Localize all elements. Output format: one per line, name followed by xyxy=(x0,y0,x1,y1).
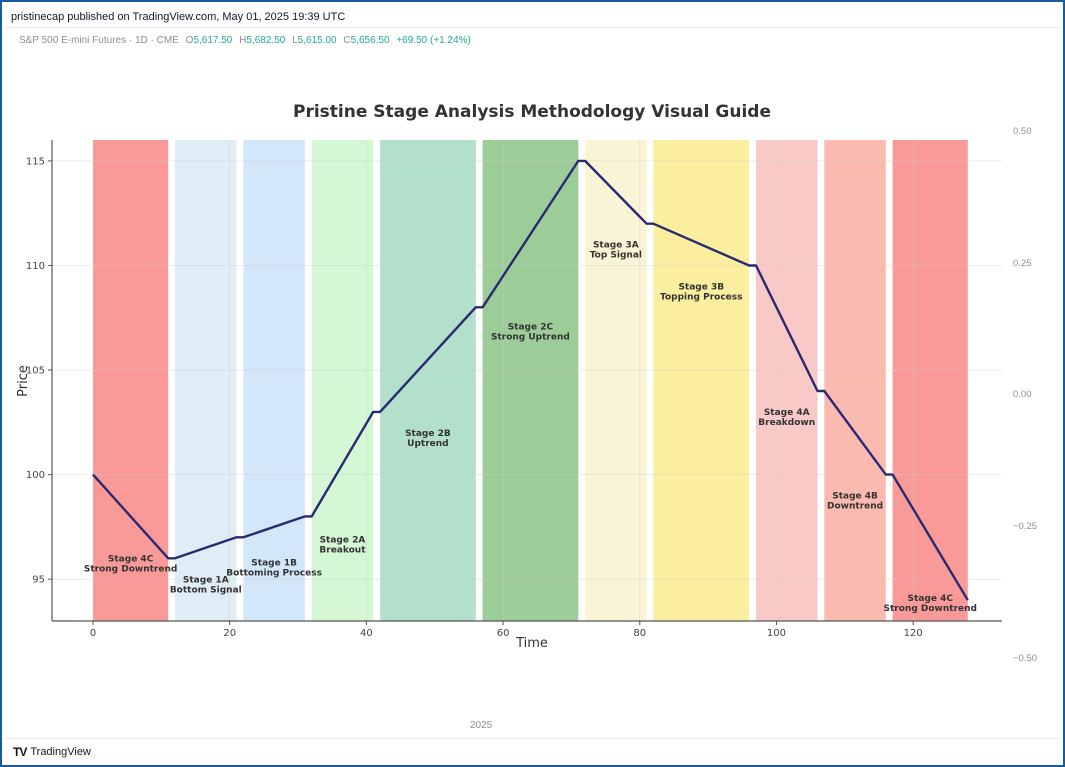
stage-band-5 xyxy=(482,140,579,621)
right-axis-label-2: 0.00 xyxy=(1013,389,1032,400)
right-axis-label-4: −0.50 xyxy=(1013,653,1038,664)
stage-label-2: Stage 1B Bottoming Process xyxy=(226,559,322,579)
stage-band-9 xyxy=(824,140,886,621)
stage-band-10 xyxy=(892,140,968,621)
x-tick-label-6: 120 xyxy=(904,628,923,639)
right-axis-label-3: −0.25 xyxy=(1013,521,1038,532)
x-tick-label-5: 100 xyxy=(767,628,786,639)
footer-divider xyxy=(5,738,1060,739)
time-axis-year: 2025 xyxy=(470,720,493,731)
stage-label-9: Stage 4B Downtrend xyxy=(827,492,883,512)
x-tick-label-0: 0 xyxy=(90,628,96,639)
x-axis-label: Time xyxy=(515,636,548,651)
stage-label-8: Stage 4A Breakdown xyxy=(758,408,815,428)
stage-label-6: Stage 3A Top Signal xyxy=(590,241,642,261)
price-line xyxy=(92,159,969,601)
tradingview-logo-icon: TV xyxy=(13,745,27,759)
stage-label-10: Stage 4C Strong Downtrend xyxy=(884,594,977,614)
stage-label-0: Stage 4C Strong Downtrend xyxy=(84,554,177,574)
stage-label-7: Stage 3B Topping Process xyxy=(660,283,742,303)
y-tick-label-2: 105 xyxy=(26,366,45,377)
stage-band-0 xyxy=(93,140,169,621)
x-tick-label-3: 60 xyxy=(497,628,510,639)
stage-band-7 xyxy=(653,140,750,621)
y-tick-label-3: 110 xyxy=(26,261,45,272)
y-tick-label-4: 115 xyxy=(26,156,45,167)
stage-bands xyxy=(93,140,968,621)
chart-title: Pristine Stage Analysis Methodology Visu… xyxy=(293,102,771,122)
stage-label-5: Stage 2C Strong Uptrend xyxy=(491,322,570,342)
stage-band-3 xyxy=(311,140,374,621)
x-tick-label-4: 80 xyxy=(633,628,646,639)
ohlc-low: L5,615.00 xyxy=(292,35,337,46)
header-divider xyxy=(5,27,1060,28)
x-tick-label-1: 20 xyxy=(223,628,236,639)
right-axis-label-1: 0.25 xyxy=(1013,258,1032,269)
stage-label-1: Stage 1A Bottom Signal xyxy=(170,575,242,595)
symbol-name[interactable]: S&P 500 E-mini Futures · 1D · CME xyxy=(19,35,179,46)
tradingview-branding[interactable]: TV TradingView xyxy=(13,745,91,759)
symbol-legend[interactable]: S&P 500 E-mini Futures · 1D · CME O5,617… xyxy=(19,35,471,46)
stage-band-4 xyxy=(380,140,476,621)
y-tick-label-0: 95 xyxy=(32,575,45,586)
published-info: pristinecap published on TradingView.com… xyxy=(11,11,346,23)
stage-band-2 xyxy=(243,140,305,621)
ohlc-close: C5,656.50 xyxy=(343,35,390,46)
ohlc-open: O5,617.50 xyxy=(185,35,233,46)
right-axis-label-0: 0.50 xyxy=(1013,126,1032,137)
brand-name: TradingView xyxy=(30,746,91,758)
stage-label-3: Stage 2A Breakout xyxy=(319,536,366,556)
stage-band-6 xyxy=(585,140,647,621)
y-tick-label-1: 100 xyxy=(26,470,45,481)
axis-ticks: 0 20 40 60 80 100 120 95 100 105 110 115 xyxy=(26,156,923,639)
grid-lines xyxy=(52,140,1002,621)
x-tick-label-2: 40 xyxy=(360,628,373,639)
price-change: +69.50 (+1.24%) xyxy=(396,35,471,46)
y-axis-label: Price xyxy=(16,365,31,397)
ohlc-high: H5,682.50 xyxy=(239,35,286,46)
stage-band-8 xyxy=(756,140,818,621)
stage-label-4: Stage 2B Uptrend xyxy=(405,429,451,449)
